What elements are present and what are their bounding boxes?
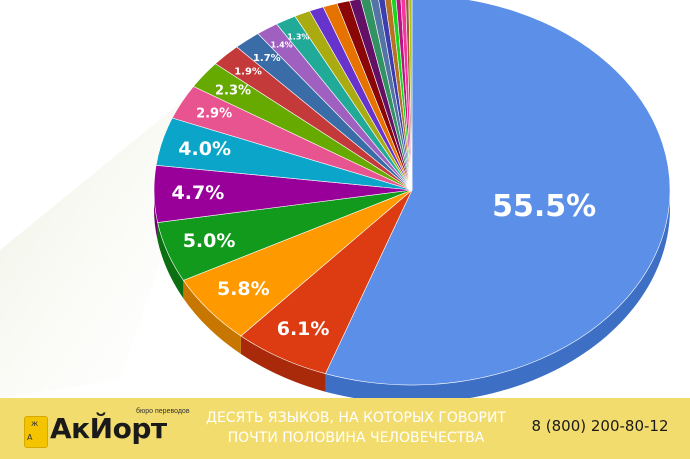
pie-slice-label: 1.9% [234,66,262,77]
pie-chart-svg: 55.5% 6.1% 5.8% 5.0% 4.7% 4.0% 2.9% 2.3% 1.9% 1.7… [0,0,671,398]
pie-slice [384,0,413,191]
pie-slice [349,0,413,191]
pie-slice [360,0,413,191]
logo-name: АкЙорт [50,412,167,445]
pie-slice-label: 4.7% [172,182,225,204]
headline-line-2: ПОЧТИ ПОЛОВИНА ЧЕЛОВЕЧЕСТВА [227,430,485,446]
pie-label-layer: 55.5% 6.1% 5.8% 5.0% 4.7% 4.0% 2.9% 2.3% 1.9% 1.7… [172,32,597,339]
pie-slice-label: 1.3% [287,32,309,41]
pie-slice-label: 2.9% [196,107,232,122]
pie-slice-label: 6.1% [277,318,330,340]
pie-slice-label: 4.0% [178,138,231,160]
pie-chart: 55.5% 6.1% 5.8% 5.0% 4.7% 4.0% 2.9% 2.3% 1.9% 1.7… [0,0,671,398]
pie-top-layer [153,0,671,386]
footer-banner: ж A бюро переводов АкЙорт ДЕСЯТЬ ЯЗЫКОВ,… [0,398,690,459]
phone-number[interactable]: 8 (800) 200-80-12 [531,417,669,435]
logo-badge-glyph: ж [31,419,39,428]
pie-slice-label: 55.5% [492,189,596,224]
pie-slice [391,0,413,191]
logo-subtitle: бюро переводов [136,408,190,415]
pie-slice-side [154,190,158,241]
logo-badge-icon: ж A [24,416,48,448]
logo-badge-glyph: A [27,433,33,442]
pie-slice [325,0,671,386]
pie-slice [405,0,413,191]
pie-slice-side [240,335,326,392]
pie-slice-label: 2.3% [215,83,251,98]
pie-slice [400,0,413,191]
pie-slice-label: 1.4% [271,40,293,49]
pie-slice-label: 5.8% [217,278,270,300]
pie-slice-label: 1.7% [253,53,281,64]
company-logo: ж A бюро переводов АкЙорт [24,406,194,452]
pie-slice-side [157,222,184,299]
pie-slice [408,0,413,191]
pie-slice-side [325,190,670,398]
banner-headline: ДЕСЯТЬ ЯЗЫКОВ, НА КОТОРЫХ ГОВОРИТ ПОЧТИ … [196,408,516,448]
headline-line-1: ДЕСЯТЬ ЯЗЫКОВ, НА КОТОРЫХ ГОВОРИТ [206,410,506,426]
pie-slice-label: 5.0% [183,230,236,252]
